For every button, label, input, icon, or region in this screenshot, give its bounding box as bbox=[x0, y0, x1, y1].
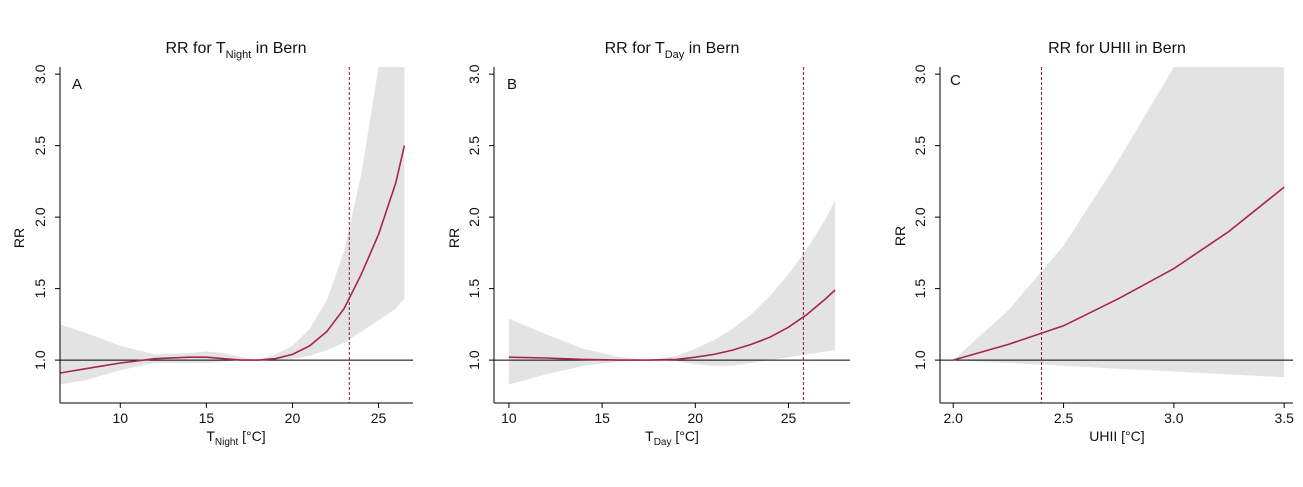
x-tick-label: 15 bbox=[594, 410, 610, 426]
panel-c-xlabel: UHII [°C] bbox=[1089, 428, 1144, 444]
panel-c-title: RR for UHII in Bern bbox=[1048, 40, 1186, 57]
y-tick-label: 1.0 bbox=[466, 350, 482, 370]
y-tick-label: 2.0 bbox=[912, 207, 928, 227]
x-tick-label: 2.5 bbox=[1054, 410, 1074, 426]
x-tick-label: 20 bbox=[285, 410, 301, 426]
panel-a-title: RR for TNight in Bern bbox=[166, 40, 307, 61]
y-tick-label: 2.5 bbox=[912, 136, 928, 156]
x-tick-label: 2.0 bbox=[944, 410, 964, 426]
panel-a-ylabel: RR bbox=[11, 228, 27, 248]
panel-b-letter: B bbox=[507, 76, 517, 93]
x-tick-label: 10 bbox=[112, 410, 128, 426]
y-tick-label: 1.0 bbox=[32, 350, 48, 370]
y-tick-label: 3.0 bbox=[466, 64, 482, 84]
x-tick-label: 15 bbox=[199, 410, 215, 426]
panel-c-ylabel: RR bbox=[892, 226, 908, 246]
panel-c: RR for UHII in Bern UHII [°C] RR C 2.0 2.… bbox=[892, 40, 1294, 444]
x-tick-label: 25 bbox=[371, 410, 387, 426]
y-tick-label: 3.0 bbox=[912, 64, 928, 84]
x-tick-label: 20 bbox=[688, 410, 704, 426]
y-tick-label: 2.5 bbox=[32, 136, 48, 156]
y-tick-label: 3.0 bbox=[32, 64, 48, 84]
y-tick-label: 2.0 bbox=[32, 207, 48, 227]
x-tick-label: 3.0 bbox=[1164, 410, 1184, 426]
x-tick-label: 3.5 bbox=[1274, 410, 1294, 426]
y-tick-label: 2.0 bbox=[466, 207, 482, 227]
panel-a: RR for TNight in Bern TNight [°C] RR A 1… bbox=[11, 40, 413, 448]
rr-curve bbox=[508, 289, 836, 361]
y-tick-label: 1.5 bbox=[32, 279, 48, 299]
y-tick-label: 1.0 bbox=[912, 350, 928, 370]
panel-b-xlabel: TDay [°C] bbox=[645, 428, 699, 448]
x-tick-label: 25 bbox=[781, 410, 797, 426]
rr-curve bbox=[952, 186, 1285, 361]
confidence-band bbox=[953, 67, 1285, 378]
panel-c-letter: C bbox=[950, 72, 961, 89]
x-tick-label: 10 bbox=[501, 410, 517, 426]
panel-a-xlabel: TNight [°C] bbox=[206, 428, 265, 448]
y-tick-label: 2.5 bbox=[466, 136, 482, 156]
y-tick-label: 1.5 bbox=[466, 279, 482, 299]
y-tick-label: 1.5 bbox=[912, 279, 928, 299]
panel-a-letter: A bbox=[72, 76, 82, 93]
panel-b: RR for TDay in Bern TDay [°C] RR B 10 15 2… bbox=[446, 40, 850, 448]
rr-curve bbox=[60, 145, 406, 374]
panel-b-title: RR for TDay in Bern bbox=[605, 40, 740, 61]
confidence-band bbox=[508, 200, 836, 385]
confidence-band bbox=[60, 67, 405, 385]
panel-b-ylabel: RR bbox=[446, 228, 462, 248]
